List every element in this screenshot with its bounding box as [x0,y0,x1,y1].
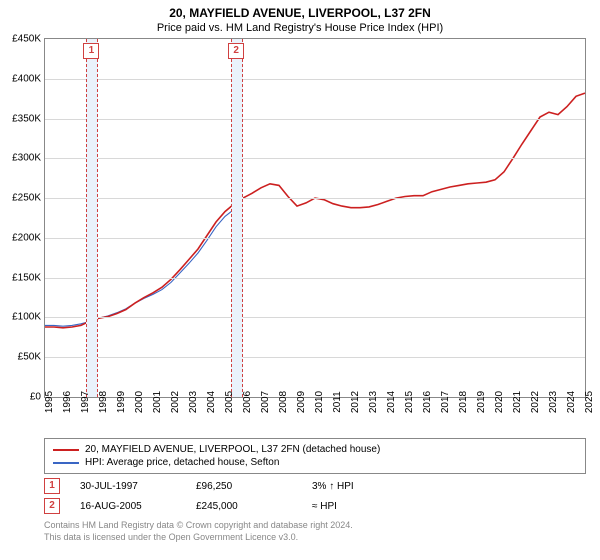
chart-marker-badge: 1 [83,43,99,59]
x-tick-label: 2023 [548,391,559,413]
chart-title-line2: Price paid vs. HM Land Registry's House … [0,20,600,38]
chart-container: 20, MAYFIELD AVENUE, LIVERPOOL, L37 2FN … [0,0,600,560]
x-tick-label: 2014 [386,391,397,413]
y-tick-label: £250K [12,193,41,204]
x-tick-label: 2019 [476,391,487,413]
chart-svg [45,39,585,397]
sale-date: 30-JUL-1997 [80,481,176,492]
x-tick-label: 2006 [242,391,253,413]
legend-label: 20, MAYFIELD AVENUE, LIVERPOOL, L37 2FN … [85,444,380,455]
x-tick-label: 1999 [116,391,127,413]
chart-legend: 20, MAYFIELD AVENUE, LIVERPOOL, L37 2FN … [44,438,586,474]
sale-row: 2 16-AUG-2005 £245,000 ≈ HPI [44,498,586,514]
x-tick-label: 1998 [98,391,109,413]
y-tick-label: £100K [12,312,41,323]
sale-price: £96,250 [196,481,292,492]
x-tick-label: 2015 [404,391,415,413]
chart-title-line1: 20, MAYFIELD AVENUE, LIVERPOOL, L37 2FN [0,0,600,20]
x-tick-label: 2010 [314,391,325,413]
y-tick-label: £150K [12,272,41,283]
sale-badge: 2 [44,498,60,514]
x-tick-label: 2001 [152,391,163,413]
x-tick-label: 2025 [584,391,595,413]
footer-line: Contains HM Land Registry data © Crown c… [44,520,586,532]
chart-marker-badge: 2 [228,43,244,59]
legend-swatch [53,462,79,464]
x-tick-label: 2008 [278,391,289,413]
x-tick-label: 2007 [260,391,271,413]
chart-footer: Contains HM Land Registry data © Crown c… [44,520,586,543]
legend-item: HPI: Average price, detached house, Seft… [53,456,577,469]
sale-row: 1 30-JUL-1997 £96,250 3% ↑ HPI [44,478,586,494]
x-tick-label: 2016 [422,391,433,413]
y-tick-label: £50K [18,352,41,363]
x-tick-label: 2024 [566,391,577,413]
x-tick-label: 2005 [224,391,235,413]
x-tick-label: 2002 [170,391,181,413]
x-tick-label: 2009 [296,391,307,413]
x-tick-label: 2018 [458,391,469,413]
x-axis-labels: 1995199619971998199920002001200220032004… [44,398,586,432]
y-tick-label: £300K [12,153,41,164]
y-tick-label: £450K [12,34,41,45]
y-tick-label: £400K [12,73,41,84]
y-tick-label: £200K [12,232,41,243]
x-tick-label: 2003 [188,391,199,413]
x-tick-label: 1997 [80,391,91,413]
x-tick-label: 1995 [44,391,55,413]
legend-swatch [53,449,79,451]
sale-delta: 3% ↑ HPI [312,481,408,492]
x-tick-label: 1996 [62,391,73,413]
x-tick-label: 2021 [512,391,523,413]
legend-item: 20, MAYFIELD AVENUE, LIVERPOOL, L37 2FN … [53,443,577,456]
x-tick-label: 2020 [494,391,505,413]
sale-delta: ≈ HPI [312,501,408,512]
x-tick-label: 2017 [440,391,451,413]
x-tick-label: 2013 [368,391,379,413]
sale-date: 16-AUG-2005 [80,501,176,512]
footer-line: This data is licensed under the Open Gov… [44,532,586,544]
x-tick-label: 2022 [530,391,541,413]
x-tick-label: 2012 [350,391,361,413]
y-tick-label: £0 [30,392,41,403]
x-tick-label: 2000 [134,391,145,413]
y-tick-label: £350K [12,113,41,124]
chart-plot-area: £0£50K£100K£150K£200K£250K£300K£350K£400… [44,38,586,398]
sale-price: £245,000 [196,501,292,512]
x-tick-label: 2011 [332,391,343,413]
legend-label: HPI: Average price, detached house, Seft… [85,457,279,468]
x-tick-label: 2004 [206,391,217,413]
sale-badge: 1 [44,478,60,494]
